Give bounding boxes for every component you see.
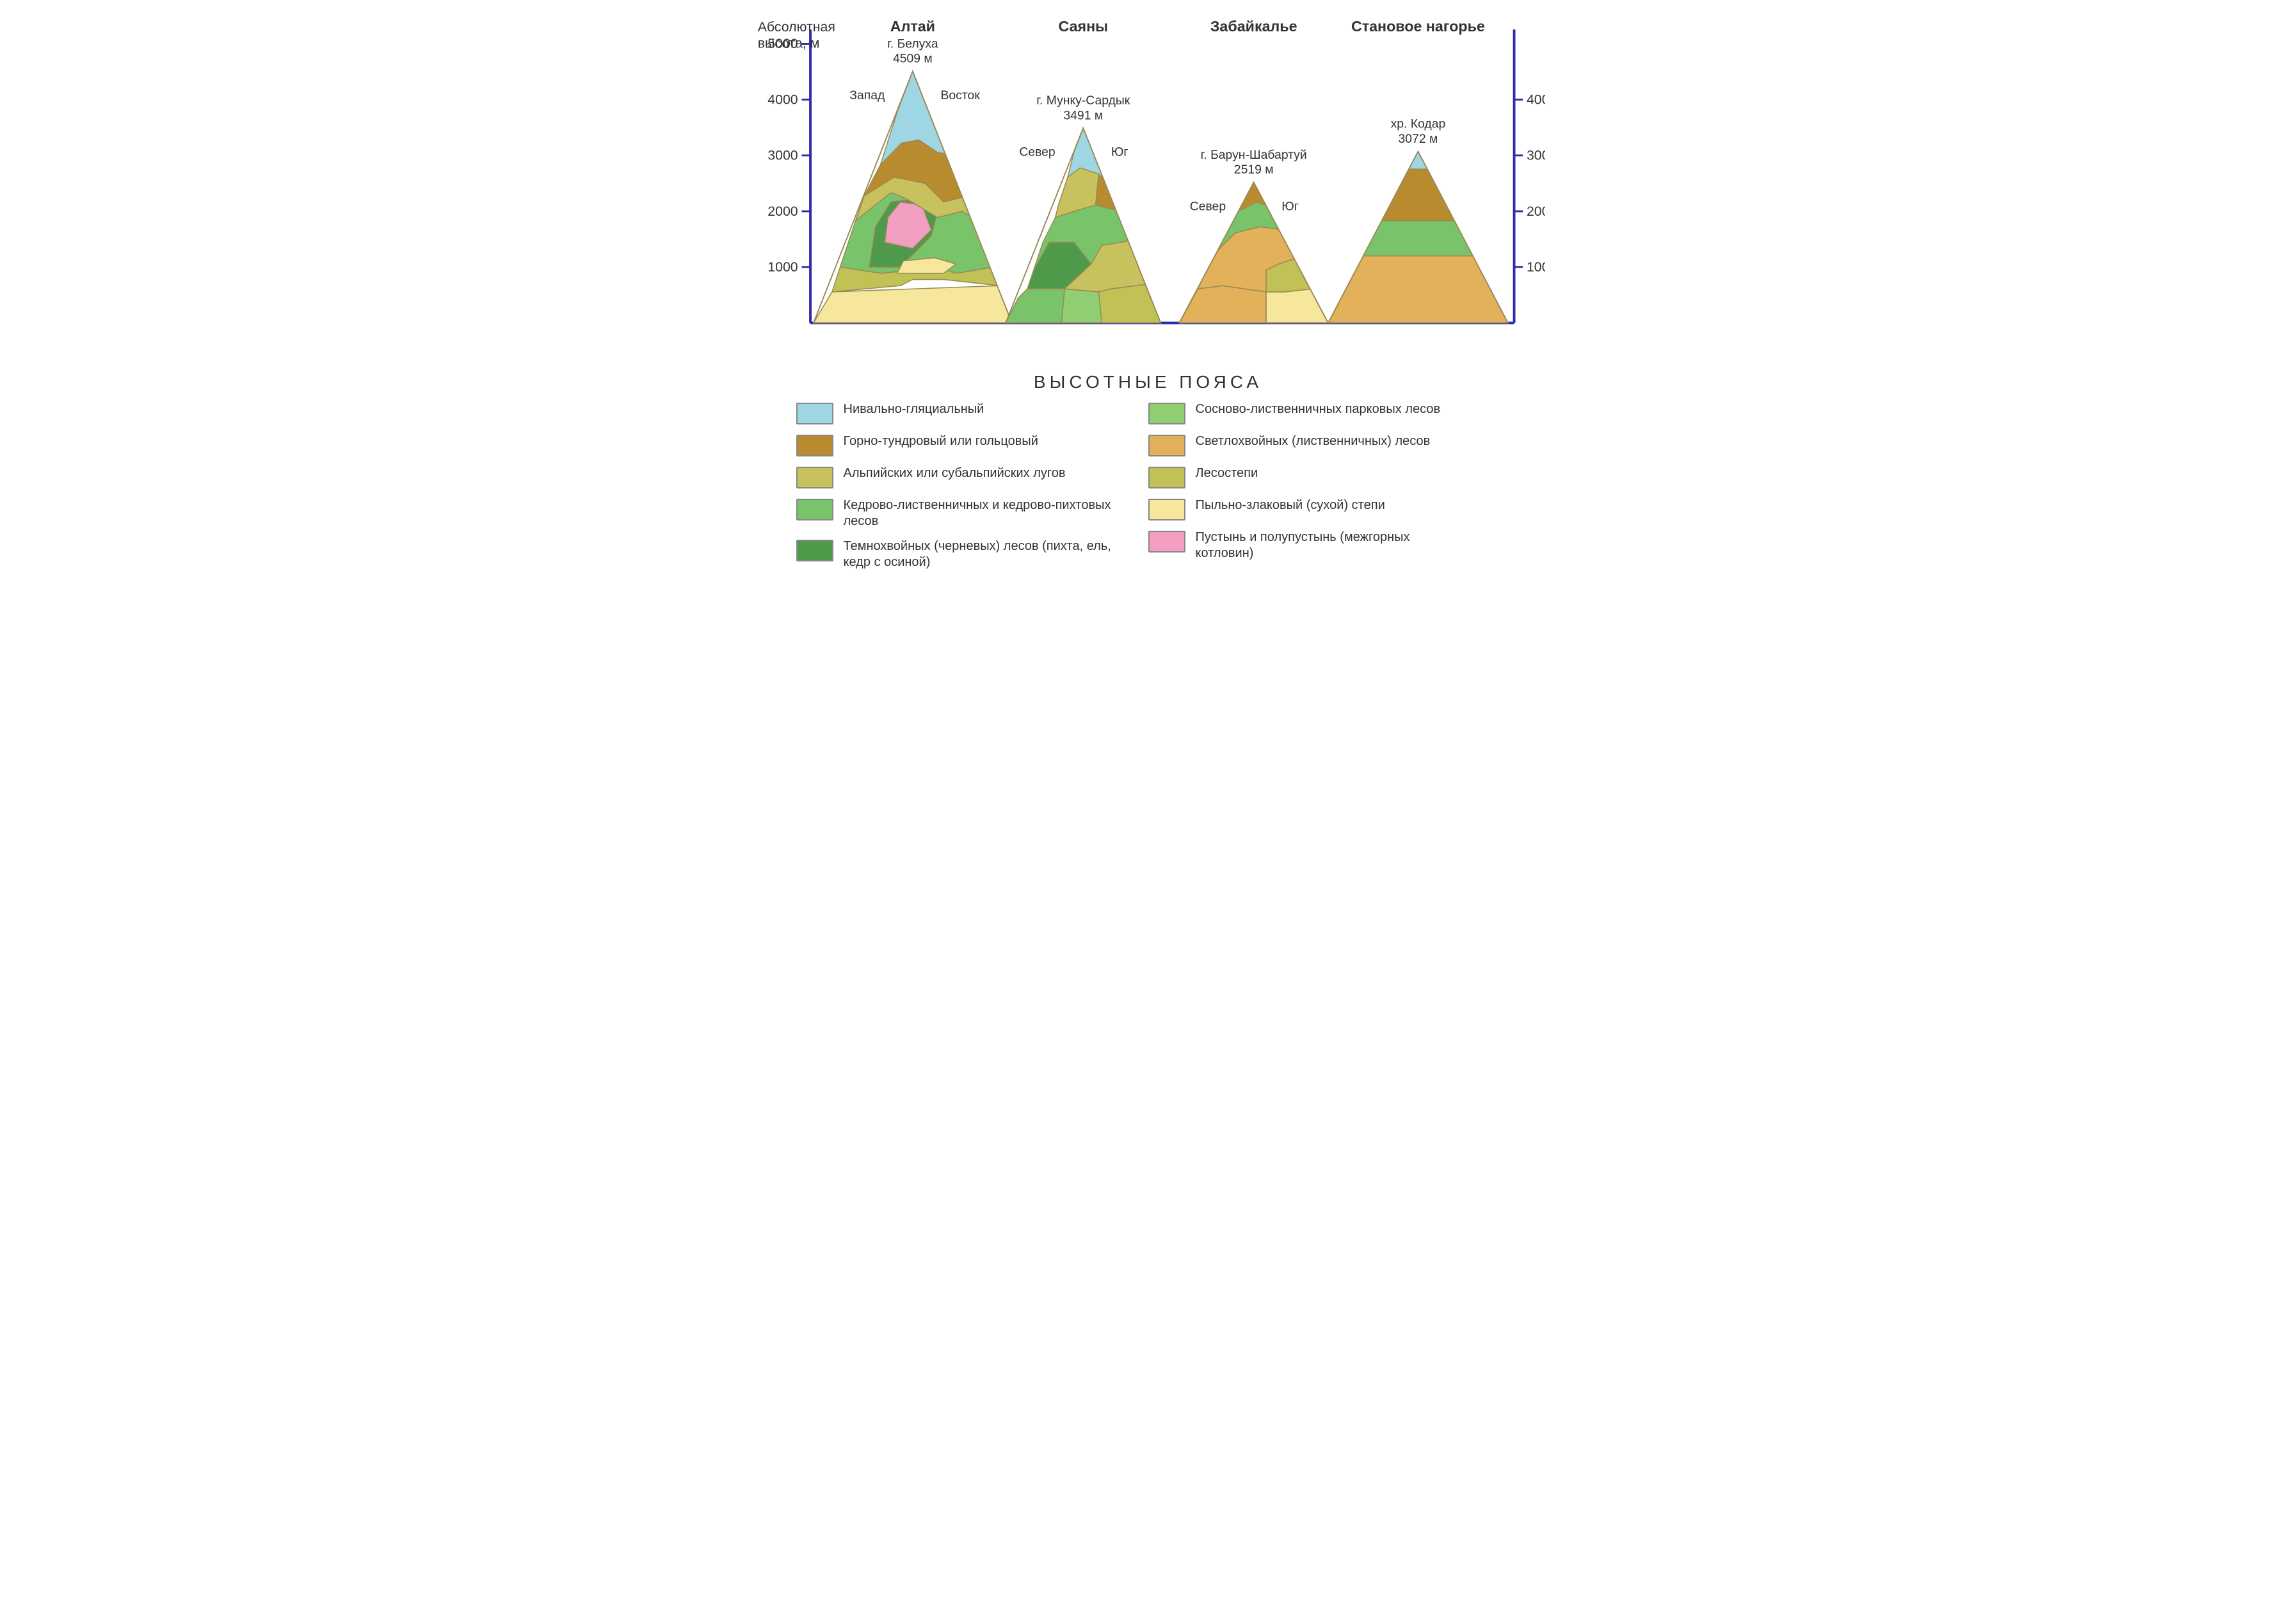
legend-item: Кедрово-лиственничных и кедрово-пихтовых… <box>796 497 1148 529</box>
ytick-left: 5000 <box>767 36 798 51</box>
ytick-left: 1000 <box>767 259 798 275</box>
legend-label: Альпийских или субальпийских лугов <box>844 465 1066 481</box>
legend: Нивально-гляциальный Горно-тундровый или … <box>796 401 1500 579</box>
legend-swatch-forest_steppe <box>1148 467 1185 488</box>
region-title: Становое нагорье <box>1351 18 1484 35</box>
legend-swatch-dry_steppe <box>1148 499 1185 520</box>
legend-label: Нивально-гляциальный <box>844 401 984 417</box>
legend-swatch-dark_taiga <box>796 540 833 561</box>
peak-name: хр. Кодар <box>1390 117 1445 131</box>
zone-tundra <box>1369 162 1469 221</box>
side-label-left: Север <box>1189 199 1225 213</box>
legend-swatch-tundra <box>796 435 833 456</box>
legend-label: Светлохвойных (лиственничных) лесов <box>1196 433 1431 449</box>
legend-item: Светлохвойных (лиственничных) лесов <box>1148 433 1500 456</box>
altitudinal-belt-chart: Абсолютнаявысота, м100020003000400050001… <box>751 13 1545 360</box>
zone-kedr_larch <box>1006 289 1064 323</box>
legend-label: Сосново-лиственничных парковых лесов <box>1196 401 1441 417</box>
legend-item: Пыльно-злаковый (сухой) степи <box>1148 497 1500 520</box>
ytick-left: 3000 <box>767 148 798 163</box>
ytick-right: 1000 <box>1526 259 1545 275</box>
legend-label: Лесостепи <box>1196 465 1258 481</box>
zone-park_forest <box>1061 289 1102 323</box>
ytick-left: 2000 <box>767 204 798 219</box>
legend-swatch-alpine <box>796 467 833 488</box>
zone-forest_steppe <box>1098 284 1160 323</box>
legend-item: Альпийских или субальпийских лугов <box>796 465 1148 488</box>
ytick-right: 4000 <box>1526 92 1545 107</box>
ytick-left: 4000 <box>767 92 798 107</box>
legend-item: Лесостепи <box>1148 465 1500 488</box>
legend-label: Кедрово-лиственничных и кедрово-пихтовых… <box>844 497 1112 529</box>
legend-label: Горно-тундровый или гольцовый <box>844 433 1038 449</box>
legend-item: Сосново-лиственничных парковых лесов <box>1148 401 1500 424</box>
region-title: Саяны <box>1058 18 1107 35</box>
legend-swatch-park_forest <box>1148 403 1185 424</box>
legend-item: Темнохвойных (черневых) лесов (пихта, ел… <box>796 538 1148 570</box>
mountain-1: Саяны г. Мунку-Сардык3491 м Север Юг <box>1006 18 1160 323</box>
mountain-3: Становое нагорье хр. Кодар3072 м <box>1328 18 1507 323</box>
legend-label: Темнохвойных (черневых) лесов (пихта, ел… <box>844 538 1112 570</box>
mountain-2: Забайкалье г. Барун-Шабартуй2519 м Север Юг <box>1179 18 1328 323</box>
ytick-right: 2000 <box>1526 204 1545 219</box>
legend-label: Пустынь и полупустынь (межгорных котлови… <box>1196 529 1465 561</box>
side-label-left: Север <box>1019 145 1055 159</box>
peak-height: 3072 м <box>1398 132 1438 146</box>
mountain-0: Алтайг. Белуха4509 м Запад Восток <box>813 18 1011 323</box>
side-label-right: Юг <box>1281 199 1299 213</box>
legend-item: Нивально-гляциальный <box>796 401 1148 424</box>
zone-light_larch <box>1179 286 1266 323</box>
zone-tundra <box>1095 174 1116 210</box>
legend-swatch-nival <box>796 403 833 424</box>
y-axis-title-1: Абсолютная <box>757 19 835 35</box>
peak-height: 2519 м <box>1233 163 1273 177</box>
legend-swatch-desert <box>1148 531 1185 552</box>
peak-name: г. Белуха <box>887 36 938 51</box>
legend-label: Пыльно-злаковый (сухой) степи <box>1196 497 1385 513</box>
side-label-right: Юг <box>1111 145 1128 159</box>
peak-height: 4509 м <box>892 52 932 66</box>
peak-name: г. Мунку-Сардык <box>1036 93 1130 108</box>
ytick-right: 3000 <box>1526 148 1545 163</box>
peak-name: г. Барун-Шабартуй <box>1200 148 1306 162</box>
zone-nival <box>1408 151 1427 169</box>
legend-item: Горно-тундровый или гольцовый <box>796 433 1148 456</box>
region-title: Забайкалье <box>1210 18 1297 35</box>
legend-swatch-light_larch <box>1148 435 1185 456</box>
legend-item: Пустынь и полупустынь (межгорных котлови… <box>1148 529 1500 561</box>
peak-height: 3491 м <box>1063 108 1103 122</box>
side-label-left: Запад <box>849 88 885 102</box>
region-title: Алтай <box>890 18 935 35</box>
legend-title: ВЫСОТНЫЕ ПОЯСА <box>751 372 1545 392</box>
zone-light_larch <box>1328 256 1507 323</box>
side-label-right: Восток <box>940 88 980 102</box>
legend-swatch-kedr_larch <box>796 499 833 520</box>
